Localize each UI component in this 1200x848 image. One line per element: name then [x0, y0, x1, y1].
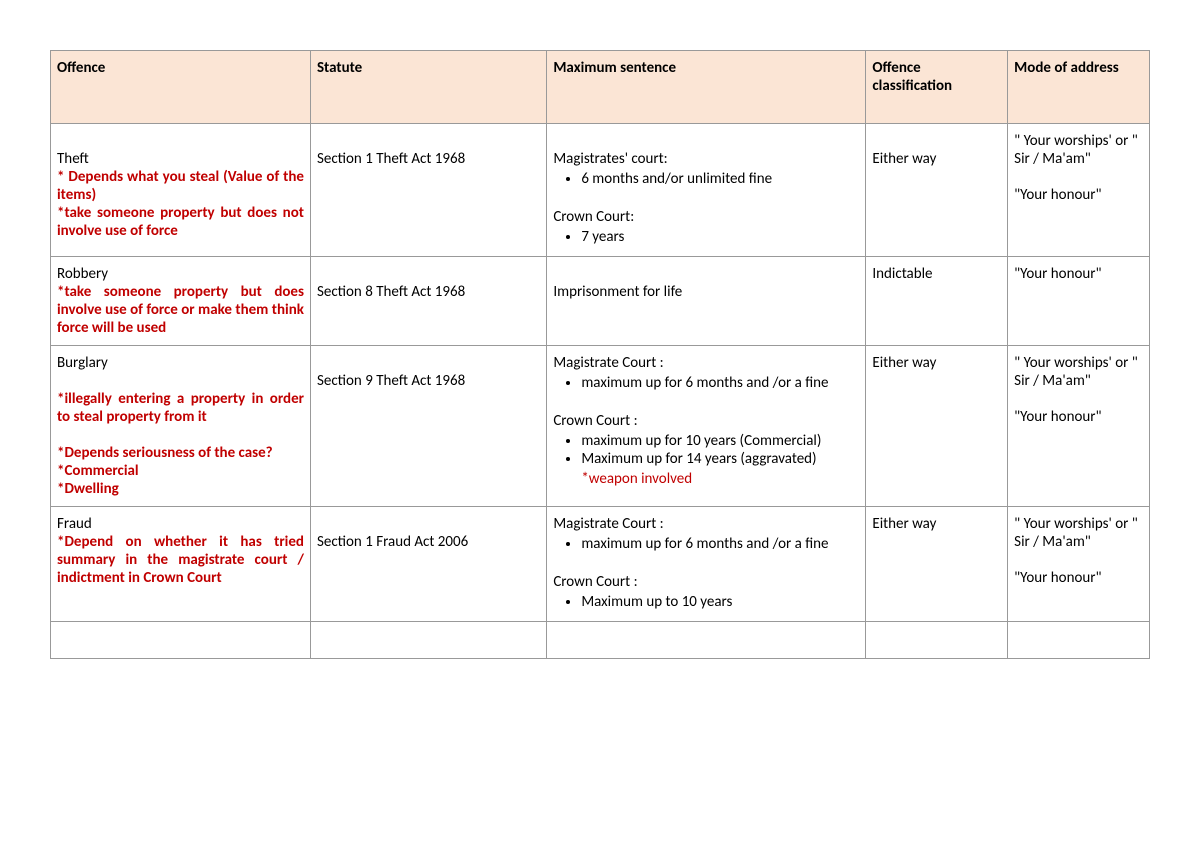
col-header-sentence: Maximum sentence	[547, 51, 866, 124]
table-row: Robbery *take someone property but does …	[51, 257, 1150, 346]
offence-note: *Dwelling	[57, 480, 304, 498]
sentence-label: Crown Court:	[553, 208, 859, 226]
sentence-bullet: maximum up for 6 months and /or a fine	[581, 535, 859, 553]
statute-text: Section 9 Theft Act 1968	[317, 372, 540, 390]
col-header-offence: Offence	[51, 51, 311, 124]
mode-text: "Your honour"	[1014, 408, 1143, 426]
offence-note: *Depends seriousness of the case?	[57, 444, 304, 462]
table-header-row: Offence Statute Maximum sentence Offence…	[51, 51, 1150, 124]
statute-text: Section 1 Theft Act 1968	[317, 150, 540, 168]
sentence-label: Magistrate Court :	[553, 354, 859, 372]
offence-title: Robbery	[57, 265, 304, 283]
col-header-statute: Statute	[310, 51, 546, 124]
classification-text: Either way	[872, 150, 1001, 168]
mode-text: " Your worships' or " Sir / Ma'am"	[1014, 132, 1143, 168]
classification-text: Either way	[872, 515, 1001, 533]
classification-text: Either way	[872, 354, 1001, 372]
sentence-bullet: maximum up for 10 years (Commercial)	[581, 432, 859, 450]
mode-text: " Your worships' or " Sir / Ma'am"	[1014, 354, 1143, 390]
offence-note: *take someone property but does involve …	[57, 283, 304, 337]
mode-text: "Your honour"	[1014, 186, 1143, 204]
table-row: Theft * Depends what you steal (Value of…	[51, 124, 1150, 257]
sentence-bullet: Maximum up for 14 years (aggravated)	[581, 450, 859, 468]
col-header-mode: Mode of address	[1008, 51, 1150, 124]
sentence-bullet: Maximum up to 10 years	[581, 593, 859, 611]
sentence-extra-note: *weapon involved	[581, 470, 859, 488]
sentence-label: Magistrate Court :	[553, 515, 859, 533]
mode-text: " Your worships' or " Sir / Ma'am"	[1014, 515, 1143, 551]
classification-text: Indictable	[872, 265, 1001, 283]
offences-table: Offence Statute Maximum sentence Offence…	[50, 50, 1150, 659]
table-row: Fraud *Depend on whether it has tried su…	[51, 507, 1150, 622]
table-row: Burglary *illegally entering a property …	[51, 346, 1150, 507]
sentence-bullet: 7 years	[581, 228, 859, 246]
offence-title: Fraud	[57, 515, 304, 533]
col-header-classification: Offence classification	[866, 51, 1008, 124]
sentence-plain: Imprisonment for life	[553, 283, 859, 301]
offence-title: Burglary	[57, 354, 304, 372]
table-row-empty	[51, 622, 1150, 659]
mode-text: "Your honour"	[1014, 265, 1143, 283]
offence-note: *illegally entering a property in order …	[57, 390, 304, 426]
statute-text: Section 1 Fraud Act 2006	[317, 533, 540, 551]
sentence-bullet: 6 months and/or unlimited fine	[581, 170, 859, 188]
offence-note: *take someone property but does not invo…	[57, 204, 304, 240]
mode-text: "Your honour"	[1014, 569, 1143, 587]
offence-title: Theft	[57, 150, 304, 168]
statute-text: Section 8 Theft Act 1968	[317, 283, 540, 301]
offence-note: * Depends what you steal (Value of the i…	[57, 168, 304, 204]
sentence-label: Crown Court :	[553, 412, 859, 430]
offence-note: *Commercial	[57, 462, 304, 480]
offence-note: *Depend on whether it has tried summary …	[57, 533, 304, 587]
sentence-label: Magistrates' court:	[553, 150, 859, 168]
sentence-bullet: maximum up for 6 months and /or a fine	[581, 374, 859, 392]
sentence-label: Crown Court :	[553, 573, 859, 591]
